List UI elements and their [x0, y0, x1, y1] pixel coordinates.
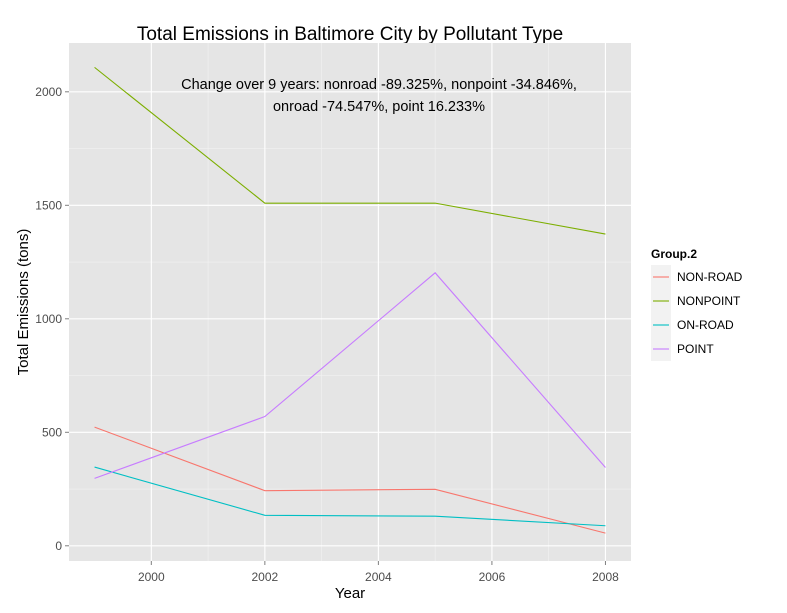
x-tick-label: 2004 — [365, 570, 392, 584]
y-tick-label: 500 — [42, 425, 62, 439]
legend-label-non-road: NON-ROAD — [677, 270, 743, 284]
annotation-line-2: onroad -74.547%, point 16.233% — [273, 99, 485, 115]
y-tick-label: 0 — [55, 539, 62, 553]
grid-minor — [69, 43, 631, 561]
x-tick-label: 2000 — [138, 570, 165, 584]
series-line-nonpoint — [94, 66, 606, 235]
y-tick-label: 1000 — [35, 312, 62, 326]
x-tick-label: 2002 — [251, 570, 278, 584]
x-axis-title: Year — [335, 585, 365, 602]
y-tick-label: 2000 — [35, 85, 62, 99]
legend-label-on-road: ON-ROAD — [677, 318, 734, 332]
series-line-non-road — [94, 426, 606, 534]
legend-title: Group.2 — [651, 247, 697, 261]
chart-title: Total Emissions in Baltimore City by Pol… — [137, 24, 563, 45]
series-lines — [94, 66, 606, 534]
y-axis: 0 500 1000 1500 2000 — [35, 85, 69, 553]
x-axis: 2000 2002 2004 2006 2008 — [138, 561, 619, 584]
series-line-on-road — [94, 466, 606, 527]
legend: Group.2 NON-ROAD NONPOINT ON-ROAD POINT — [651, 247, 743, 361]
y-tick-label: 1500 — [35, 198, 62, 212]
x-tick-label: 2008 — [592, 570, 619, 584]
annotation-line-1: Change over 9 years: nonroad -89.325%, n… — [181, 77, 577, 93]
series-line-point — [94, 272, 606, 479]
y-axis-title: Total Emissions (tons) — [15, 229, 32, 376]
grid-major — [69, 43, 631, 561]
plot-panel — [69, 43, 631, 561]
legend-label-nonpoint: NONPOINT — [677, 294, 741, 308]
legend-label-point: POINT — [677, 342, 714, 356]
x-tick-label: 2006 — [479, 570, 506, 584]
